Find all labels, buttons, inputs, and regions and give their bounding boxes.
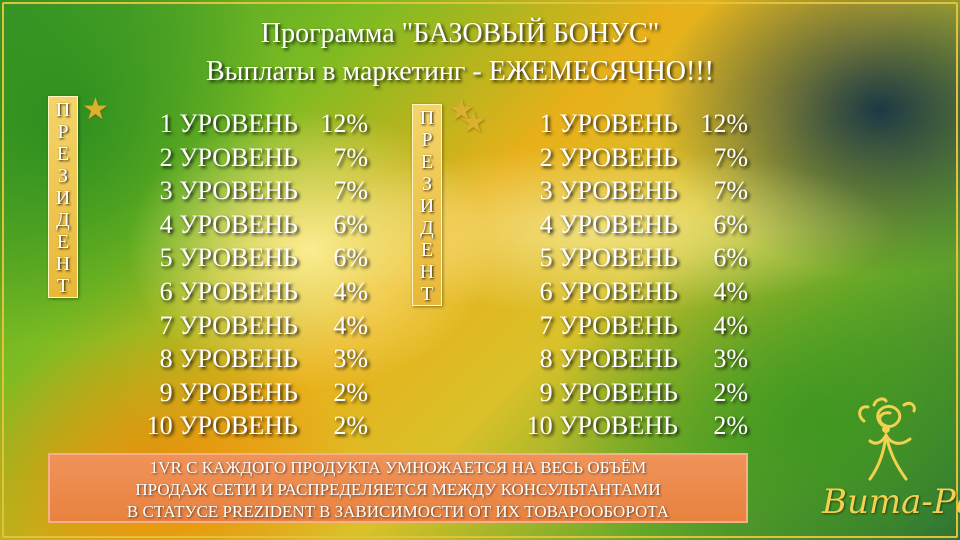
level-name: 6 УРОВЕНЬ	[159, 276, 298, 306]
level-percent: 4%	[713, 276, 748, 306]
table-row: 3 УРОВЕНЬ 7%	[488, 174, 748, 208]
levels-table-right: 1 УРОВЕНЬ 12% 2 УРОВЕНЬ 7% 3 УРОВЕНЬ 7% 4 У…	[488, 107, 748, 443]
vertical-letter: З	[421, 173, 433, 195]
level-percent: 6%	[333, 243, 368, 273]
table-row: 9 УРОВЕНЬ 2%	[108, 376, 368, 410]
level-percent: 3%	[713, 344, 748, 374]
level-name: 3 УРОВЕНЬ	[539, 176, 678, 206]
table-row: 6 УРОВЕНЬ 4%	[108, 275, 368, 309]
level-percent: 12%	[320, 109, 368, 138]
vertical-letter: З	[57, 165, 69, 187]
level-percent: 6%	[713, 243, 748, 273]
star-icon: ★	[82, 93, 109, 126]
note-line: В СТАТУСЕ PREZIDENT В ЗАВИСИМОСТИ ОТ ИХ …	[126, 502, 670, 521]
vertical-letter: Е	[56, 231, 70, 253]
table-row: 8 УРОВЕНЬ 3%	[108, 342, 368, 376]
table-row: 8 УРОВЕНЬ 3%	[488, 342, 748, 376]
level-percent: 6%	[713, 209, 748, 239]
vertical-letter: Т	[420, 283, 434, 305]
level-name: 6 УРОВЕНЬ	[539, 276, 678, 306]
bonus-note-box: 1VR С КАЖДОГО ПРОДУКТА УМНОЖАЕТСЯ НА ВЕС…	[48, 453, 748, 523]
level-name: 2 УРОВЕНЬ	[539, 142, 678, 172]
vertical-letter: Д	[56, 209, 70, 231]
level-percent: 3%	[333, 344, 368, 374]
level-percent: 2%	[333, 377, 368, 407]
vita-ra-logo-icon	[858, 397, 916, 481]
table-row: 3 УРОВЕНЬ 7%	[108, 174, 368, 208]
table-row: 4 УРОВЕНЬ 6%	[108, 208, 368, 242]
table-row: 5 УРОВЕНЬ 6%	[108, 241, 368, 275]
level-percent: 2%	[713, 411, 748, 441]
level-name: 7 УРОВЕНЬ	[159, 310, 298, 340]
table-row: 1 УРОВЕНЬ 12%	[108, 107, 368, 141]
level-percent: 2%	[333, 411, 368, 441]
vertical-letter: П	[55, 99, 71, 121]
vertical-letter: Н	[55, 253, 71, 275]
table-row: 5 УРОВЕНЬ 6%	[488, 241, 748, 275]
level-name: 5 УРОВЕНЬ	[539, 243, 678, 273]
level-percent: 4%	[713, 310, 748, 340]
vertical-letter: Д	[420, 217, 434, 239]
level-name: 5 УРОВЕНЬ	[159, 243, 298, 273]
table-row: 10 УРОВЕНЬ 2%	[108, 409, 368, 443]
level-percent: 6%	[333, 209, 368, 239]
table-row: 10 УРОВЕНЬ 2%	[488, 409, 748, 443]
level-name: 10 УРОВЕНЬ	[146, 411, 298, 441]
table-row: 2 УРОВЕНЬ 7%	[488, 141, 748, 175]
table-row: 9 УРОВЕНЬ 2%	[488, 376, 748, 410]
table-row: 1 УРОВЕНЬ 12%	[488, 107, 748, 141]
level-name: 9 УРОВЕНЬ	[159, 377, 298, 407]
table-row: 7 УРОВЕНЬ 4%	[488, 309, 748, 343]
level-name: 8 УРОВЕНЬ	[539, 344, 678, 374]
note-line: 1VR С КАЖДОГО ПРОДУКТА УМНОЖАЕТСЯ НА ВЕС…	[149, 458, 647, 477]
vertical-letter: И	[419, 195, 435, 217]
level-name: 10 УРОВЕНЬ	[526, 411, 678, 441]
level-name: 4 УРОВЕНЬ	[539, 209, 678, 239]
table-row: 4 УРОВЕНЬ 6%	[488, 208, 748, 242]
table-row: 6 УРОВЕНЬ 4%	[488, 275, 748, 309]
table-row: 7 УРОВЕНЬ 4%	[108, 309, 368, 343]
level-name: 2 УРОВЕНЬ	[159, 142, 298, 172]
level-percent: 7%	[713, 142, 748, 172]
level-percent: 12%	[700, 109, 748, 138]
logo-text: Вита-Ра	[822, 482, 960, 522]
levels-table-left: 1 УРОВЕНЬ 12% 2 УРОВЕНЬ 7% 3 УРОВЕНЬ 7% 4 У…	[108, 107, 368, 443]
vertical-letter: Р	[57, 121, 69, 143]
vertical-label-right: П Р Е З И Д Е Н Т	[412, 104, 442, 306]
title-line-2: Выплаты в маркетинг - ЕЖЕМЕСЯЧНО!!!	[206, 56, 714, 87]
star-icon: ★	[448, 94, 475, 127]
table-row: 2 УРОВЕНЬ 7%	[108, 141, 368, 175]
level-name: 4 УРОВЕНЬ	[159, 209, 298, 239]
vertical-letter: Е	[56, 143, 70, 165]
vertical-letter: И	[55, 187, 71, 209]
level-name: 1 УРОВЕНЬ	[539, 109, 678, 138]
level-percent: 4%	[333, 310, 368, 340]
star-icon: ★	[460, 106, 487, 139]
level-name: 7 УРОВЕНЬ	[539, 310, 678, 340]
level-name: 9 УРОВЕНЬ	[539, 377, 678, 407]
level-name: 1 УРОВЕНЬ	[159, 109, 298, 138]
vertical-letter: Е	[420, 239, 434, 261]
level-name: 3 УРОВЕНЬ	[159, 176, 298, 206]
note-line: ПРОДАЖ СЕТИ И РАСПРЕДЕЛЯЕТСЯ МЕЖДУ КОНСУ…	[135, 480, 661, 499]
level-percent: 2%	[713, 377, 748, 407]
vertical-letter: Р	[421, 129, 433, 151]
vertical-letter: Т	[56, 275, 70, 297]
level-percent: 7%	[333, 142, 368, 172]
level-name: 8 УРОВЕНЬ	[159, 344, 298, 374]
vertical-letter: П	[419, 107, 435, 129]
vertical-label-left: П Р Е З И Д Е Н Т	[48, 96, 78, 298]
level-percent: 4%	[333, 276, 368, 306]
vertical-letter: Н	[419, 261, 435, 283]
level-percent: 7%	[333, 176, 368, 206]
vertical-letter: Е	[420, 151, 434, 173]
title-line-1: Программа "БАЗОВЫЙ БОНУС"	[260, 18, 660, 49]
level-percent: 7%	[713, 176, 748, 206]
